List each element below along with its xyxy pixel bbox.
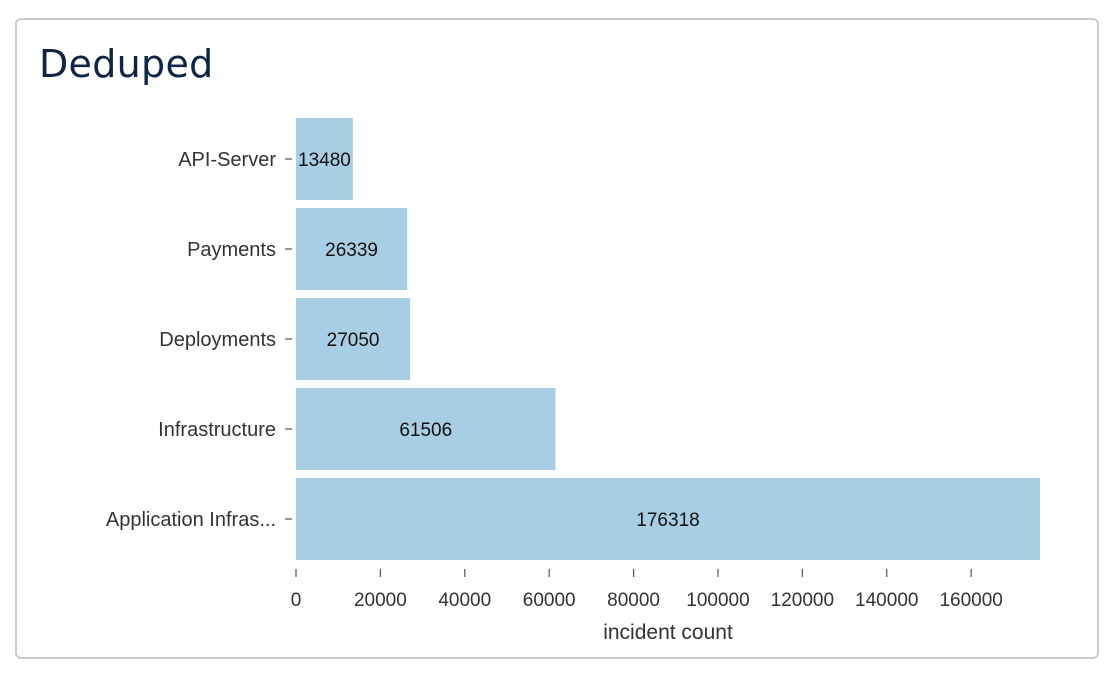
y-tick-label: Application Infras...	[106, 509, 276, 531]
bar-value-label: 176318	[636, 510, 699, 531]
bar-value-label: 13480	[298, 150, 351, 171]
x-tick-label: 140000	[855, 590, 918, 611]
x-tick-label: 120000	[771, 590, 834, 611]
bar	[296, 208, 408, 290]
x-tick-label: 0	[291, 590, 302, 611]
bar	[296, 388, 556, 470]
bar-value-label: 26339	[325, 240, 378, 261]
x-tick-label: 40000	[438, 590, 491, 611]
bar-value-label: 27050	[327, 330, 380, 351]
x-tick-label: 100000	[686, 590, 749, 611]
y-tick-label: Deployments	[159, 329, 276, 351]
y-tick-label: Payments	[187, 239, 276, 261]
x-tick-label: 20000	[354, 590, 407, 611]
bar	[296, 118, 353, 200]
panel-title: Deduped	[39, 42, 214, 86]
x-tick-label: 60000	[523, 590, 576, 611]
x-tick-label: 80000	[607, 590, 660, 611]
y-tick-label: Infrastructure	[158, 419, 276, 441]
x-tick-label: 160000	[939, 590, 1002, 611]
bar-value-label: 61506	[399, 420, 452, 441]
x-axis-label: incident count	[603, 621, 733, 644]
bar	[296, 478, 1040, 560]
y-tick-label: API-Server	[178, 149, 276, 171]
bar	[296, 298, 411, 380]
